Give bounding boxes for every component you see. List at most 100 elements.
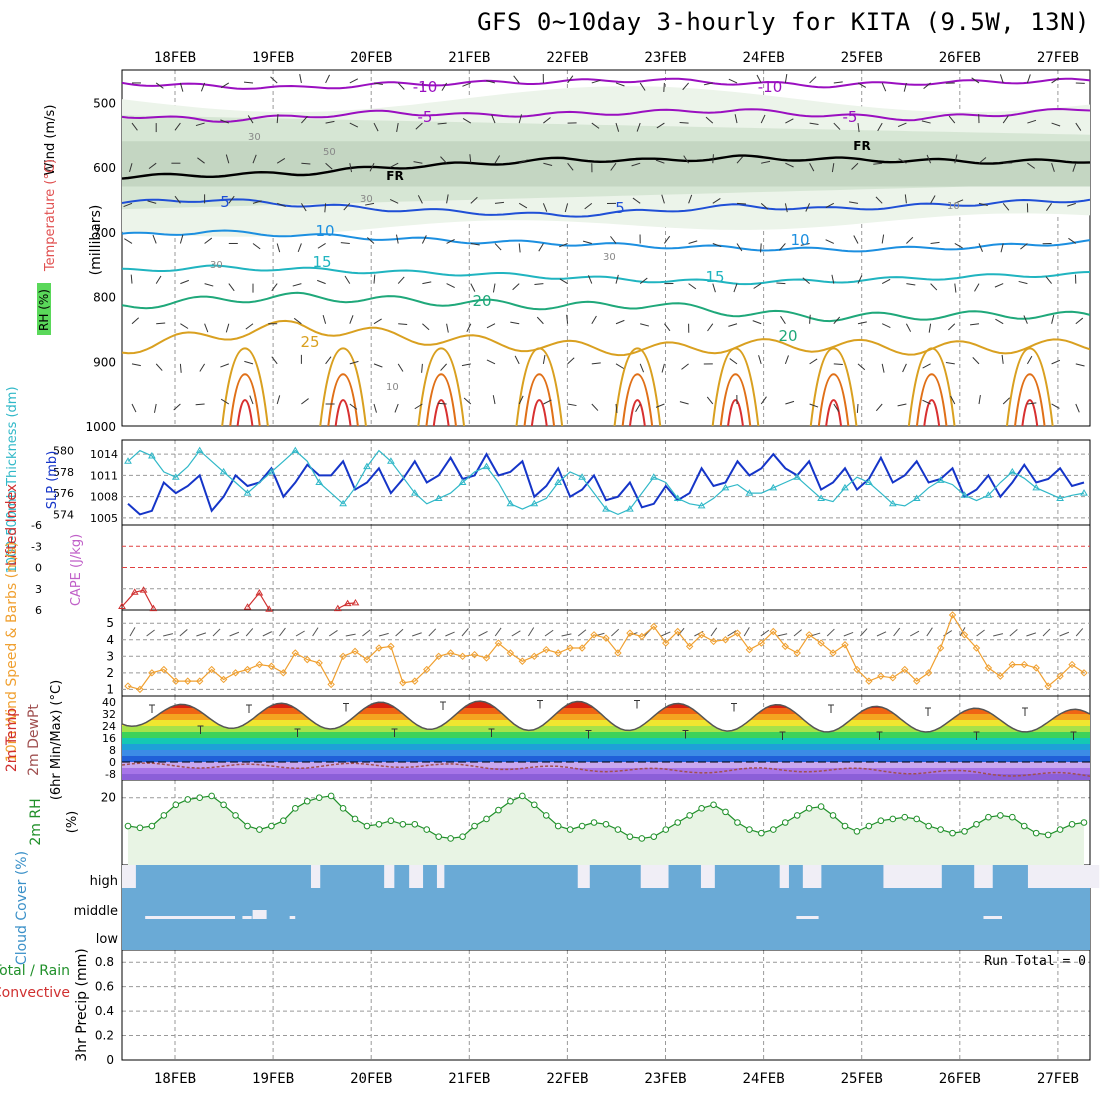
- surface-wind-barb: [196, 632, 207, 637]
- wind-barb: [591, 315, 597, 324]
- wind-speed-point: [757, 639, 766, 647]
- wind-barb: [636, 122, 641, 132]
- top-date-label: 25FEB: [841, 50, 883, 66]
- wind-barb: [462, 82, 471, 87]
- surface-wind-barb: [1059, 631, 1070, 637]
- surface-wind-barb: [163, 633, 174, 637]
- wind-barb: [155, 275, 162, 284]
- thickness-point: [865, 478, 873, 485]
- bottom-date-label: 27FEB: [1037, 1071, 1079, 1087]
- wind-barb: [398, 323, 408, 326]
- wind-barb: [492, 283, 496, 293]
- wind-barb: [655, 403, 665, 408]
- diurnal-dome: [907, 347, 956, 426]
- bottom-date-label: 26FEB: [939, 1071, 981, 1087]
- rh-point: [136, 824, 144, 832]
- wind-speed-point: [578, 644, 586, 652]
- wind-barb: [395, 234, 399, 244]
- rh-point: [339, 805, 347, 812]
- wind-speed-point: [685, 642, 694, 651]
- wind-barb: [1027, 402, 1037, 405]
- wind-barb: [373, 122, 379, 132]
- surface-wind-barb: [993, 633, 1004, 637]
- wind-speed-point: [231, 669, 240, 677]
- rh-point: [949, 829, 956, 837]
- high-cloud-gap: [974, 865, 993, 888]
- wind-barb: [510, 321, 520, 325]
- rh-point: [997, 812, 1004, 819]
- wind-barb: [760, 202, 769, 210]
- wind-speed-point: [614, 649, 622, 657]
- wind-barb: [130, 274, 133, 284]
- diurnal-dome: [809, 347, 858, 426]
- wind-barb: [373, 363, 383, 368]
- wind-barb: [761, 160, 771, 164]
- wind-barb: [299, 74, 302, 84]
- diurnal-dome: [327, 373, 359, 426]
- wind-barb: [179, 363, 182, 373]
- mid-cloud-gap: [796, 916, 819, 919]
- top-date-label: 18FEB: [154, 50, 196, 66]
- wind-barb: [857, 82, 867, 88]
- wind-barb: [831, 163, 835, 173]
- wind-barb: [728, 323, 738, 327]
- rh-point: [519, 792, 526, 800]
- wind-barb: [1051, 122, 1061, 127]
- wind-barb: [538, 243, 544, 252]
- wind-barb: [1020, 243, 1028, 250]
- wind-barb: [978, 157, 987, 164]
- wind-speed-point: [518, 657, 527, 665]
- wind-barb: [760, 243, 762, 253]
- slp-tick: 1008: [90, 491, 118, 504]
- slp-tick: 1005: [90, 512, 118, 525]
- wind-axis-label: Wind (m/s): [43, 105, 58, 176]
- wind-barb: [615, 403, 618, 413]
- wind-barb: [344, 275, 351, 284]
- rh-point: [399, 820, 407, 828]
- wind-barb: [1026, 355, 1033, 365]
- wind-barb: [446, 194, 449, 204]
- wind-barb: [413, 161, 423, 164]
- isotherm-label: FR: [386, 169, 403, 183]
- wind-barb: [365, 202, 375, 206]
- wind-barb: [466, 323, 472, 333]
- rh-axis-label: RH (%): [37, 289, 51, 331]
- wind-speed-line: [127, 613, 1085, 691]
- surface-wind-barb: [461, 628, 469, 637]
- temp-color-band: [122, 726, 1090, 732]
- wind-speed-point: [446, 649, 455, 657]
- wind-barb: [978, 243, 983, 252]
- wind-barb: [1002, 397, 1011, 405]
- wind-barb: [373, 82, 383, 86]
- wind-barb: [301, 398, 309, 405]
- surface-wind-barb: [909, 630, 920, 637]
- thickness-point: [578, 473, 586, 480]
- wind-barb: [446, 323, 449, 333]
- wind-barb: [615, 122, 620, 132]
- wind-speed-point: [339, 652, 347, 661]
- wind-barb: [225, 154, 230, 164]
- wind-barb: [703, 82, 713, 86]
- wind-barb: [954, 283, 957, 293]
- surface-wind-barb: [146, 629, 155, 637]
- temp-tick: 40: [102, 696, 116, 709]
- high-cloud-gap: [883, 865, 942, 888]
- wind-barb: [655, 159, 665, 164]
- lifted-index-point: [343, 599, 352, 607]
- wind-speed-point: [626, 629, 634, 637]
- diurnal-dome: [1021, 399, 1039, 426]
- wind-barb: [784, 355, 789, 365]
- surface-wind-barb: [1026, 632, 1037, 637]
- surface-wind-barb: [860, 628, 868, 637]
- wind-barb: [247, 115, 254, 124]
- wind-barb: [179, 234, 184, 244]
- wind-barb: [954, 243, 963, 249]
- wind-speed-point: [387, 642, 395, 651]
- wind-speed-point: [841, 641, 849, 649]
- temp-color-band: [122, 708, 1090, 714]
- wind-speed-point: [936, 644, 945, 652]
- wind-speed-point: [363, 655, 371, 664]
- wind-speed-point: [291, 649, 300, 657]
- thickness-point: [1056, 494, 1064, 501]
